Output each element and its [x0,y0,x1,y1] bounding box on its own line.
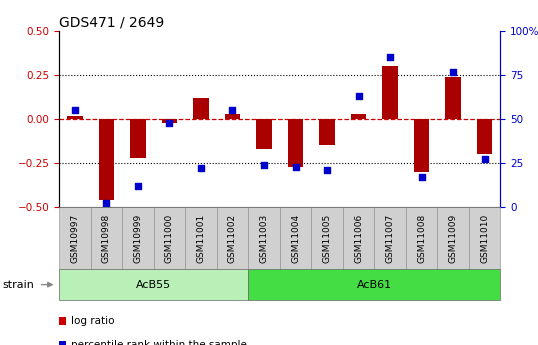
Text: GSM11000: GSM11000 [165,214,174,263]
Text: log ratio: log ratio [71,316,115,326]
Bar [319,119,335,146]
Text: GSM11009: GSM11009 [449,214,458,263]
Point [291,164,300,169]
Text: GSM11007: GSM11007 [386,214,394,263]
Text: AcB61: AcB61 [357,280,392,289]
Text: GSM11004: GSM11004 [291,214,300,263]
Bar [130,119,146,158]
Bar [382,66,398,119]
Point [197,166,206,171]
Bar [477,119,492,154]
Text: GSM10998: GSM10998 [102,214,111,263]
Bar [288,119,303,167]
Text: GSM10999: GSM10999 [133,214,143,263]
Point [165,120,174,125]
Text: GDS471 / 2649: GDS471 / 2649 [59,16,165,30]
Bar [161,119,178,122]
Point [323,167,331,173]
Point [70,108,79,113]
Text: percentile rank within the sample: percentile rank within the sample [71,340,247,345]
Point [480,157,489,162]
Point [102,201,111,206]
Text: GSM11010: GSM11010 [480,214,489,263]
Point [260,162,268,168]
Bar [351,114,366,119]
Bar [445,77,461,119]
Text: AcB55: AcB55 [136,280,171,289]
Bar [193,98,209,119]
Bar [256,119,272,149]
Text: GSM10997: GSM10997 [70,214,80,263]
Text: strain: strain [3,280,34,289]
Text: GSM11003: GSM11003 [259,214,268,263]
Bar [98,119,114,200]
Text: GSM11002: GSM11002 [228,214,237,263]
Point [449,69,457,74]
Bar [67,116,83,119]
Bar [224,114,240,119]
Text: GSM11001: GSM11001 [196,214,206,263]
Text: GSM11006: GSM11006 [354,214,363,263]
Point [228,108,237,113]
Point [386,55,394,60]
Point [354,93,363,99]
Point [417,174,426,180]
Text: GSM11008: GSM11008 [417,214,426,263]
Text: GSM11005: GSM11005 [322,214,331,263]
Bar [414,119,429,172]
Point [133,183,142,189]
